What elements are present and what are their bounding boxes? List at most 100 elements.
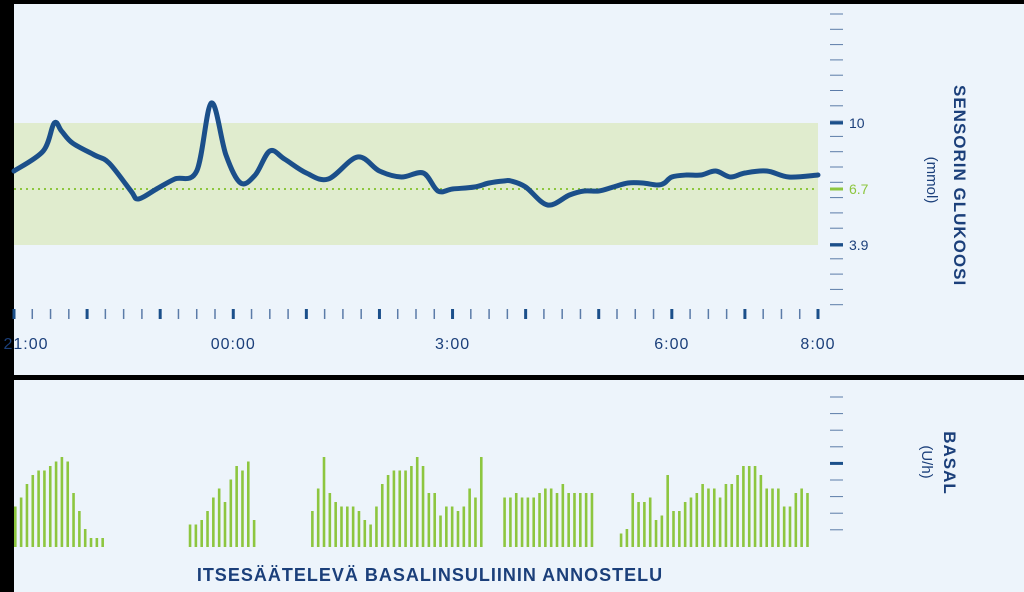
basal-bar xyxy=(672,511,675,547)
basal-bar xyxy=(445,506,448,547)
basal-bar xyxy=(404,470,407,547)
basal-bar xyxy=(78,511,81,547)
basal-bar xyxy=(60,457,64,547)
basal-bar xyxy=(206,511,209,547)
basal-bar xyxy=(48,466,52,547)
basal-bar xyxy=(386,475,390,547)
basal-bar xyxy=(369,524,372,547)
basal-bar xyxy=(742,466,745,547)
basal-bar xyxy=(427,493,431,547)
basal-bar xyxy=(794,493,798,547)
basal-bar xyxy=(520,497,524,547)
basal-bar xyxy=(217,488,221,547)
basal-bar xyxy=(584,493,588,547)
basal-bar xyxy=(241,470,244,547)
basal-bar xyxy=(509,497,512,547)
target-range-band xyxy=(14,123,818,245)
glucose-series-line xyxy=(11,100,821,208)
basal-bar xyxy=(625,529,629,547)
basal-bar xyxy=(695,493,699,547)
basal-bar xyxy=(346,506,349,547)
basal-bar xyxy=(410,466,413,547)
basal-bar xyxy=(316,488,320,547)
basal-bar xyxy=(724,484,728,547)
basal-bar xyxy=(514,493,518,547)
basal-bar xyxy=(200,520,203,547)
basal-bar xyxy=(579,493,582,547)
basal-bar xyxy=(747,466,751,547)
basal-bar xyxy=(246,461,250,547)
basal-bar xyxy=(439,515,442,547)
basal-bar xyxy=(95,538,99,547)
basal-bar xyxy=(567,493,570,547)
basal-bar xyxy=(392,470,396,547)
glucose-axis-unit: (mmol) xyxy=(923,156,940,204)
basal-panel xyxy=(14,380,1024,592)
basal-bar xyxy=(712,488,716,547)
basal-bar xyxy=(643,502,646,547)
basal-bar xyxy=(66,461,70,547)
basal-bar xyxy=(54,461,58,547)
basal-bar xyxy=(328,493,332,547)
basal-bar xyxy=(468,488,471,547)
basal-bar xyxy=(765,488,769,547)
basal-bar xyxy=(380,484,384,547)
basal-bar xyxy=(503,497,506,547)
basal-bar xyxy=(532,497,536,547)
basal-bar xyxy=(101,538,104,547)
basal-bar xyxy=(357,511,361,547)
basal-bar xyxy=(631,493,635,547)
basal-bar xyxy=(363,520,367,547)
basal-bar xyxy=(229,479,233,547)
glucose-tick-label: 10 xyxy=(849,115,865,131)
basal-bar xyxy=(619,533,623,547)
basal-bar xyxy=(549,488,553,547)
basal-bar xyxy=(637,502,640,547)
basal-bar xyxy=(707,488,710,547)
basal-bar xyxy=(648,497,652,547)
basal-bar xyxy=(474,497,477,547)
basal-bar xyxy=(683,502,687,547)
basal-bar xyxy=(678,511,681,547)
basal-bar xyxy=(311,511,314,547)
basal-bar xyxy=(415,457,419,547)
basal-bar xyxy=(456,511,460,547)
basal-bar xyxy=(544,488,547,547)
basal-bar xyxy=(561,484,565,547)
basal-bar xyxy=(771,488,774,547)
basal-bar xyxy=(223,502,227,547)
basal-bar xyxy=(701,484,704,547)
basal-bar xyxy=(782,506,786,547)
basal-bar xyxy=(340,506,343,547)
basal-bar xyxy=(753,466,757,547)
basal-bar xyxy=(37,470,40,547)
basal-bar xyxy=(14,506,17,547)
basal-bar xyxy=(759,475,763,547)
basal-bar xyxy=(654,520,658,547)
basal-bar xyxy=(450,506,454,547)
basal-bar xyxy=(322,457,326,547)
basal-bar xyxy=(72,493,75,547)
basal-bar xyxy=(83,529,87,547)
basal-bar xyxy=(788,506,792,547)
basal-bar xyxy=(375,506,378,547)
basal-bar xyxy=(25,484,29,547)
basal-bar xyxy=(538,493,541,547)
basal-bar xyxy=(730,484,734,547)
basal-bar xyxy=(351,506,355,547)
basal-bar xyxy=(736,475,739,547)
basal-bar xyxy=(590,493,594,547)
basal-bar xyxy=(43,470,46,547)
basal-bar xyxy=(573,493,576,547)
basal-bar xyxy=(777,488,780,547)
basal-caption: ITSESÄÄTELEVÄ BASALINSULIININ ANNOSTELU xyxy=(196,565,664,585)
glucose-tick-label: 3.9 xyxy=(849,237,869,253)
basal-bar xyxy=(188,524,192,547)
basal-bar xyxy=(526,497,530,547)
time-tick-label: 8:00 xyxy=(800,336,835,353)
basal-bar xyxy=(252,520,256,547)
basal-bar xyxy=(421,466,425,547)
basal-bar xyxy=(334,502,337,547)
